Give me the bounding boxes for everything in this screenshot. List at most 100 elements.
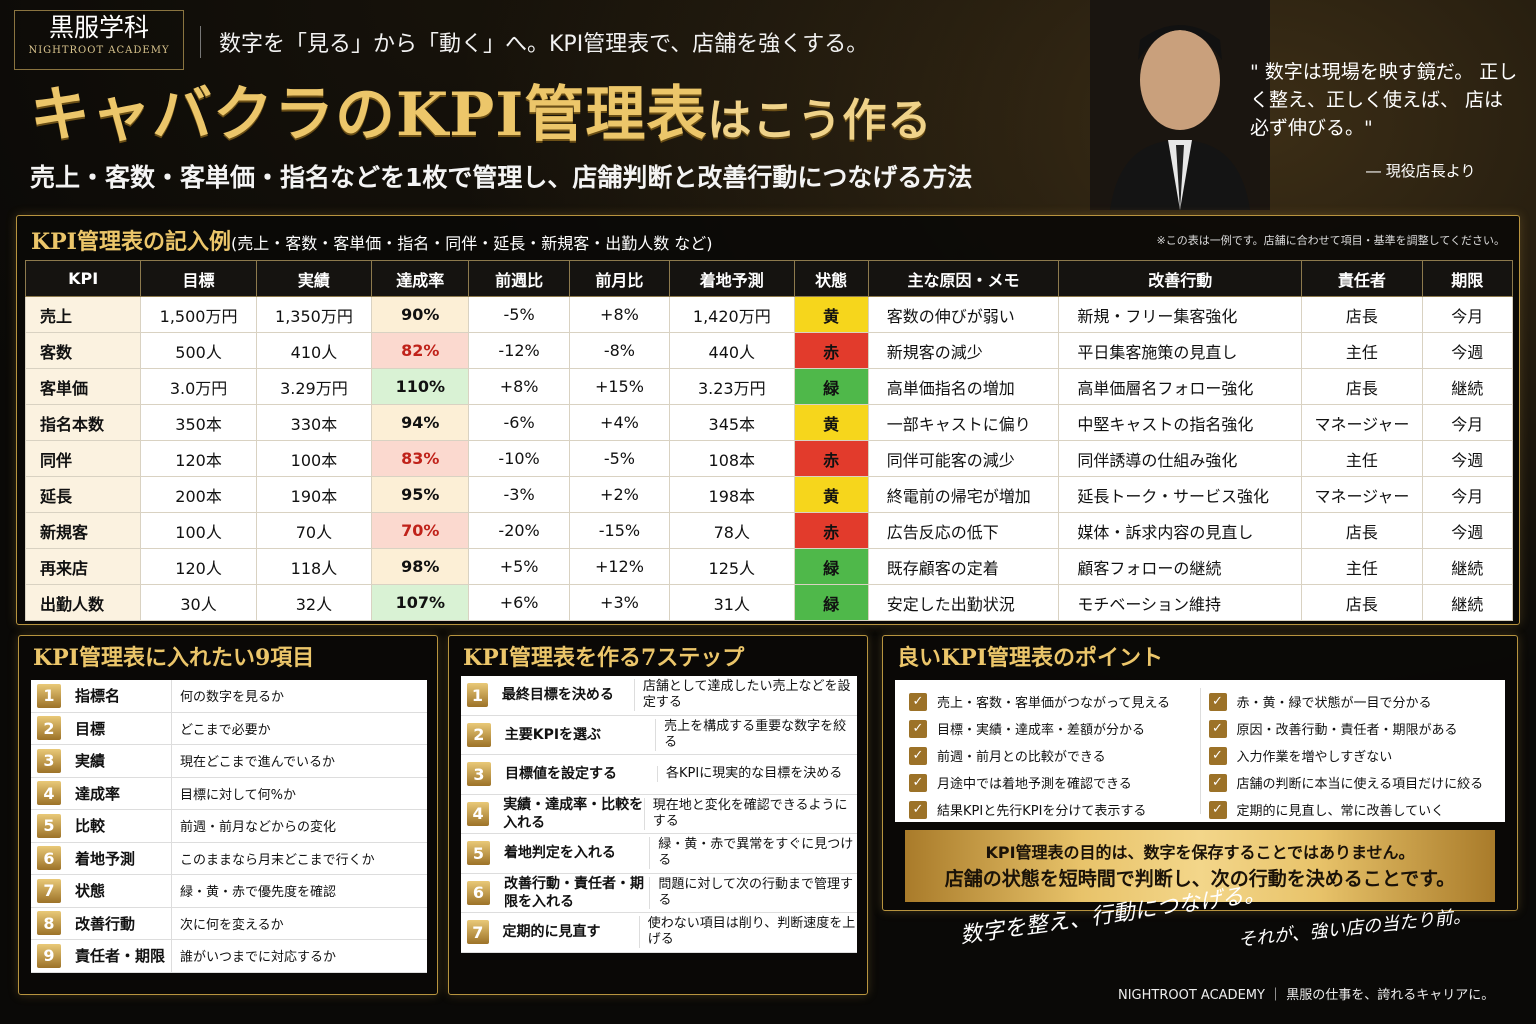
kpi-heading-sub: (売上・客数・客単価・指名・同伴・延長・新規客・出勤人数 など) — [230, 234, 713, 253]
kpi-due: 今週 — [1421, 332, 1514, 369]
kpi-name: 延長 — [24, 476, 142, 513]
kpi-status: 緑 — [793, 548, 869, 585]
steps7-item: 4 実績・達成率・比較を入れる 現在地と変化を確認できるようにする — [461, 795, 857, 834]
check-icon: ✓ — [909, 719, 927, 738]
kpi-target: 1,500万円 — [140, 296, 257, 333]
kpi-due: 継続 — [1421, 368, 1514, 405]
title-suffix: はこう作る — [707, 95, 933, 146]
kpi-row: 同伴 120本 100本 83% -10% -5% 108本赤同伴可能客の減少 同伴誘導の仕組… — [24, 440, 1514, 477]
kpi-column-header: 達成率 — [371, 260, 470, 297]
points-right-column: ✓ 赤・黄・緑で状態が一目で分かる ✓ 原因・改善行動・責任者・期限がある ✓ 入力作業を… — [1199, 688, 1500, 819]
kpi-rate: 83% — [371, 440, 470, 477]
steps7-desc: 緑・黄・赤で異常をすぐに見つける — [649, 837, 857, 870]
kpi-owner: 店長 — [1301, 584, 1423, 621]
kpi-mom: -8% — [568, 332, 671, 369]
kpi-mom: -15% — [568, 512, 671, 549]
kpi-mom: +8% — [568, 296, 671, 333]
kpi-memo: 同伴可能客の減少 — [867, 440, 1060, 477]
items9-item: 1 指標名 何の数字を見るか — [31, 680, 427, 713]
kpi-rate: 110% — [371, 368, 470, 405]
point-item: ✓ 売上・客数・客単価がつながって見える — [909, 688, 1192, 715]
kpi-wow: +8% — [468, 368, 570, 405]
kpi-actual: 100本 — [255, 440, 373, 477]
kpi-action: 媒体・訴求内容の見直し — [1058, 512, 1303, 549]
items9-number: 2 — [37, 716, 61, 741]
kpi-actual: 32人 — [255, 584, 373, 621]
check-icon: ✓ — [909, 800, 927, 819]
point-item: ✓ 目標・実績・達成率・差額が分かる — [909, 715, 1192, 742]
points-heading: 良いKPI管理表のポイント — [897, 645, 1163, 671]
items9-number: 7 — [37, 878, 61, 903]
point-text: 原因・改善行動・責任者・期限がある — [1236, 723, 1458, 738]
banner-line1: KPI管理表の目的は、数字を保存することではありません。 — [985, 843, 1415, 862]
kpi-actual: 330本 — [255, 404, 373, 441]
items9-item: 7 状態 緑・黄・赤で優先度を確認 — [31, 875, 427, 908]
kpi-target: 100人 — [140, 512, 257, 549]
kpi-table-body: 売上 1,500万円 1,350万円 90% -5% +8% 1,420万円黄客数の伸びが弱… — [24, 296, 1514, 621]
steps7-label: 主要KPIを選ぶ — [504, 726, 602, 743]
kpi-status: 緑 — [793, 368, 869, 405]
steps7-label: 目標値を設定する — [505, 766, 617, 783]
point-text: 店舗の判断に本当に使える項目だけに絞る — [1236, 777, 1484, 792]
kpi-table-heading: KPI管理表の記入例(売上・客数・客単価・指名・同伴・延長・新規客・出勤人数 な… — [31, 224, 713, 256]
steps7-item: 5 着地判定を入れる 緑・黄・赤で異常をすぐに見つける — [461, 834, 857, 874]
items9-label: 着地予測 — [75, 849, 136, 868]
kpi-actual: 70人 — [255, 512, 373, 549]
kpi-row: 指名本数 350本 330本 94% -6% +4% 345本黄一部キャストに偏り 中堅キャス… — [24, 404, 1514, 441]
steps7-desc: 現在地と変化を確認できるようにする — [643, 797, 857, 830]
items9-item: 3 実績 現在どこまで進んでいるか — [31, 745, 427, 778]
kpi-status: 黄 — [793, 476, 869, 513]
kpi-name: 客単価 — [24, 368, 142, 405]
items9-item: 2 目標 どこまで必要か — [31, 712, 427, 745]
steps7-item: 3 目標値を設定する 各KPIに現実的な目標を決める — [461, 755, 857, 795]
steps7-number: 5 — [467, 841, 490, 866]
kpi-column-header: 前月比 — [568, 260, 671, 297]
items9-label: 責任者・期限 — [75, 947, 166, 966]
items9-label: 指標名 — [75, 687, 121, 706]
items9-label: 目標 — [75, 719, 106, 738]
kpi-row: 再来店 120人 118人 98% +5% +12% 125人緑既存顧客の定着 顧客フォローの… — [24, 548, 1514, 585]
steps7-label: 定期的に見直す — [502, 924, 601, 941]
footer-text: NIGHTROOT ACADEMY ｜ 黒服の仕事を、誇れるキャリアに。 — [1118, 988, 1495, 1003]
kpi-column-header: 期限 — [1421, 260, 1514, 297]
point-item: ✓ 赤・黄・緑で状態が一目で分かる — [1208, 688, 1492, 715]
point-text: 売上・客数・客単価がつながって見える — [937, 696, 1170, 711]
kpi-memo: 新規客の減少 — [867, 332, 1060, 369]
items9-number: 4 — [37, 781, 61, 806]
kpi-forecast: 3.23万円 — [669, 368, 795, 405]
points-list: ✓ 売上・客数・客単価がつながって見える ✓ 目標・実績・達成率・差額が分かる ✓ 前週・… — [895, 680, 1505, 822]
kpi-actual: 118人 — [255, 548, 373, 585]
items9-number: 5 — [37, 813, 61, 838]
kpi-owner: 主任 — [1301, 548, 1423, 585]
kpi-due: 今週 — [1421, 512, 1514, 549]
check-icon: ✓ — [1208, 746, 1227, 765]
kpi-column-header: 実績 — [255, 260, 373, 297]
kpi-rate: 70% — [371, 512, 470, 549]
kpi-mom: +2% — [568, 476, 671, 513]
kpi-due: 今週 — [1421, 440, 1514, 477]
items9-label: 状態 — [75, 882, 106, 901]
items9-number: 9 — [37, 943, 61, 968]
kpi-rate: 95% — [371, 476, 470, 513]
kpi-table-note: ※この表は一例です。店舗に合わせて項目・基準を調整してください。 — [1156, 234, 1505, 247]
point-item: ✓ 結果KPIと先行KPIを分けて表示する — [909, 796, 1192, 823]
kpi-action: 新規・フリー集客強化 — [1058, 296, 1303, 333]
kpi-table-panel: KPI管理表の記入例(売上・客数・客単価・指名・同伴・延長・新規客・出勤人数 な… — [16, 215, 1520, 625]
kpi-due: 今月 — [1421, 296, 1514, 333]
point-item: ✓ 前週・前月との比較ができる — [909, 742, 1192, 769]
items9-desc: 誰がいつまでに対応するか — [171, 940, 336, 972]
kpi-forecast: 440人 — [669, 332, 795, 369]
items9-list: 1 指標名 何の数字を見るか 2 目標 どこまで必要か 3 実績 現在どこまで進んでいるか 4 達成… — [31, 680, 427, 973]
kpi-column-header: 改善行動 — [1058, 260, 1303, 297]
items9-number: 6 — [37, 846, 61, 871]
kpi-row: 出勤人数 30人 32人 107% +6% +3% 31人緑安定した出勤状況 モチベーション維… — [24, 584, 1514, 621]
kpi-column-header: 目標 — [140, 260, 257, 297]
items9-heading: KPI管理表に入れたい9項目 — [33, 645, 315, 671]
points-panel: 良いKPI管理表のポイント ✓ 売上・客数・客単価がつながって見える ✓ 目標・実績・… — [882, 635, 1518, 911]
kpi-wow: +6% — [468, 584, 570, 621]
kpi-column-header: 主な原因・メモ — [867, 260, 1060, 297]
point-item: ✓ 月途中では着地予測を確認できる — [909, 769, 1192, 796]
check-icon: ✓ — [909, 692, 927, 711]
kpi-status: 赤 — [793, 512, 869, 549]
kpi-action: 中堅キャストの指名強化 — [1058, 404, 1303, 441]
